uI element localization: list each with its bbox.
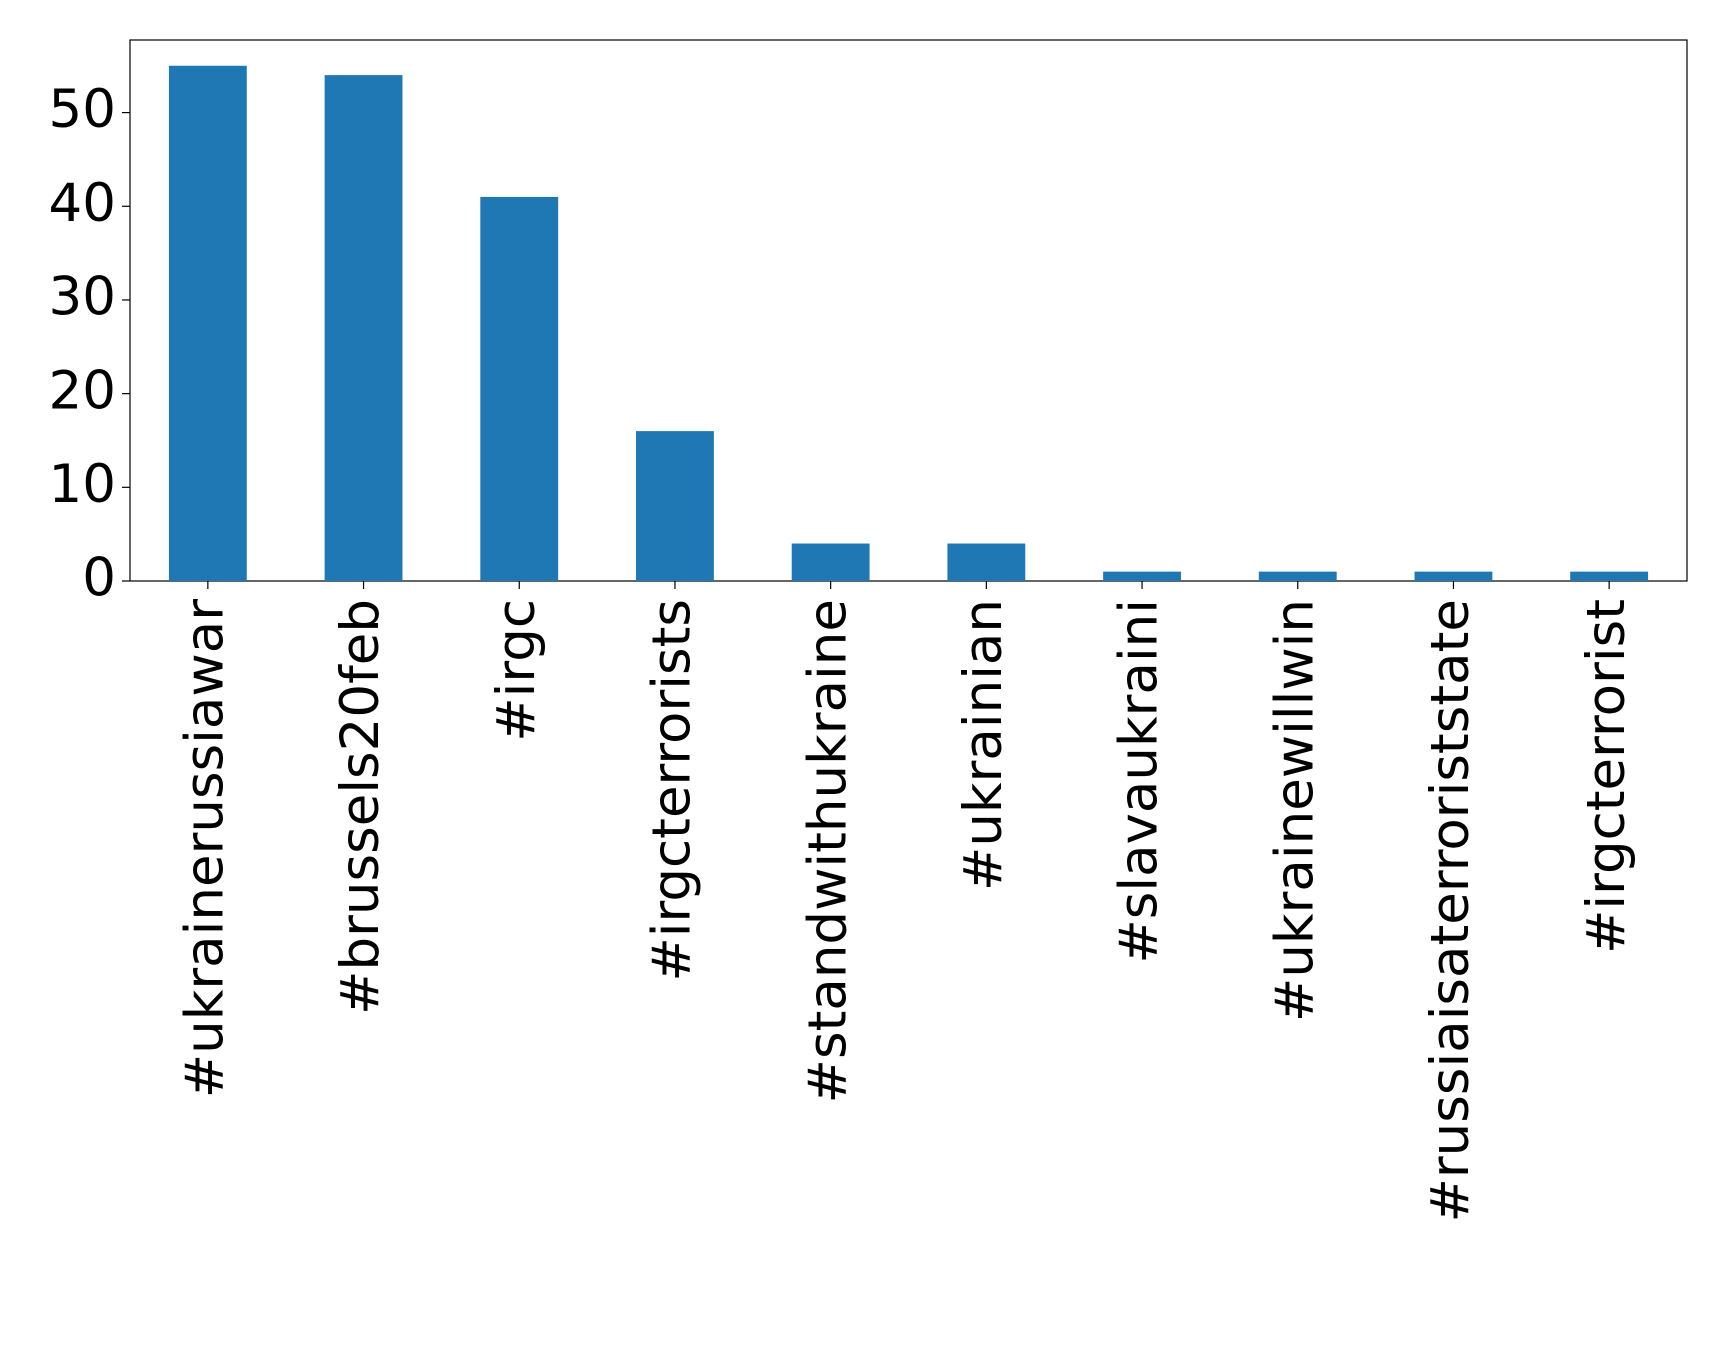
x-tick-label: #brussels20feb	[330, 599, 391, 1015]
x-tick-label: #irgcterrorists	[642, 599, 703, 982]
x-tick-label: #irgc	[486, 599, 547, 742]
y-tick-label: 50	[49, 79, 116, 140]
bar	[636, 431, 714, 581]
bar	[168, 65, 247, 581]
y-tick-label: 40	[49, 173, 116, 234]
bar	[324, 75, 403, 581]
bar	[1103, 571, 1181, 581]
x-tick-label: #russiaisaterroriststate	[1420, 599, 1481, 1223]
y-tick-label: 10	[49, 454, 116, 515]
y-tick-label: 20	[49, 360, 116, 421]
bar	[1414, 571, 1493, 581]
bar	[791, 543, 870, 581]
bar	[1258, 571, 1337, 581]
x-tick-label: #ukrainerussiawar	[174, 599, 235, 1099]
y-tick-label: 0	[82, 548, 116, 609]
bar	[1570, 571, 1649, 581]
x-tick-label: #ukrainian	[953, 599, 1014, 891]
bar	[947, 543, 1026, 581]
x-tick-label: #irgcterrorist	[1576, 599, 1637, 954]
plot-frame	[129, 39, 1688, 582]
bar	[480, 196, 559, 581]
x-tick-label: #slavaukraini	[1109, 599, 1170, 964]
y-tick-label: 30	[49, 267, 116, 328]
x-tick-label: #standwithukraine	[797, 599, 858, 1103]
x-tick-label: #ukrainewillwin	[1264, 599, 1325, 1022]
